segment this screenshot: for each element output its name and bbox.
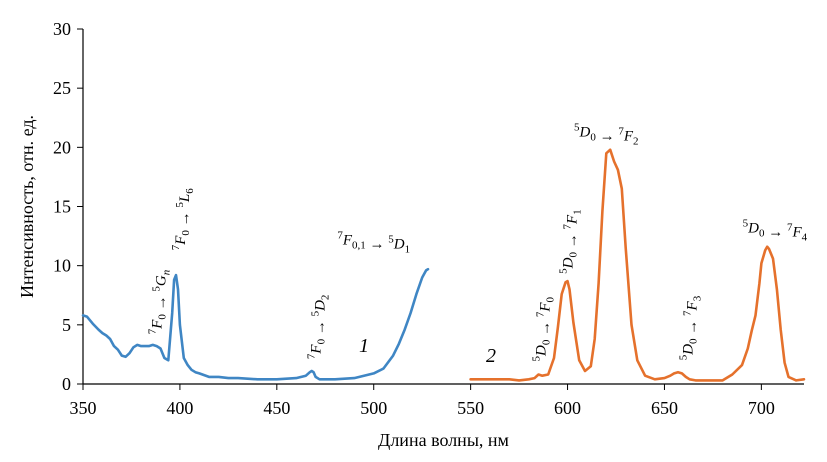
x-tick-label: 650	[651, 398, 678, 418]
series-line-2	[469, 148, 806, 382]
y-tick-label: 30	[53, 19, 71, 39]
y-tick-label: 25	[53, 78, 71, 98]
y-tick-label: 15	[53, 197, 71, 217]
axes: 0 5 10 15 20 25 30 350 400 450 500 550 600 650 700	[53, 19, 804, 418]
transition-label: 7F0 → 5L6	[170, 188, 196, 251]
y-tick-label: 20	[53, 137, 71, 157]
y-axis-label: Интенсивность, отн. ед.	[17, 115, 37, 298]
curve-label-1: 1	[359, 335, 369, 357]
transition-label: 7F0 → 5D2	[306, 295, 332, 360]
y-tick-label: 0	[62, 374, 71, 394]
transition-label: 7F0,1 → 5D1	[337, 229, 410, 255]
y-tick-label: 10	[53, 256, 71, 276]
transition-label: 5D0 → 7F0	[530, 296, 556, 361]
curve-label-2: 2	[486, 345, 496, 367]
transition-label: 5D0 → 7F3	[678, 295, 704, 360]
transition-label: 7F0 → 5Gn	[147, 269, 173, 334]
x-tick-label: 450	[263, 398, 290, 418]
x-tick-label: 700	[748, 398, 775, 418]
transition-label: 5D0 → 7F1	[558, 209, 584, 274]
x-tick-label: 350	[70, 398, 97, 418]
x-tick-label: 500	[360, 398, 387, 418]
y-tick-label: 5	[62, 315, 71, 335]
transition-label: 5D0 → 7F4	[743, 218, 808, 244]
transition-label: 5D0 → 7F2	[574, 122, 639, 148]
annotations-group: 7F0 → 5Gn 7F0 → 5L6 7F0 → 5D2 7F0,1 → 5D1 5D…	[147, 122, 808, 362]
x-tick-label: 550	[457, 398, 484, 418]
x-axis-label: Длина волны, нм	[378, 430, 509, 450]
series-line-1	[81, 267, 430, 381]
x-tick-label: 600	[554, 398, 581, 418]
x-tick-label: 400	[166, 398, 193, 418]
